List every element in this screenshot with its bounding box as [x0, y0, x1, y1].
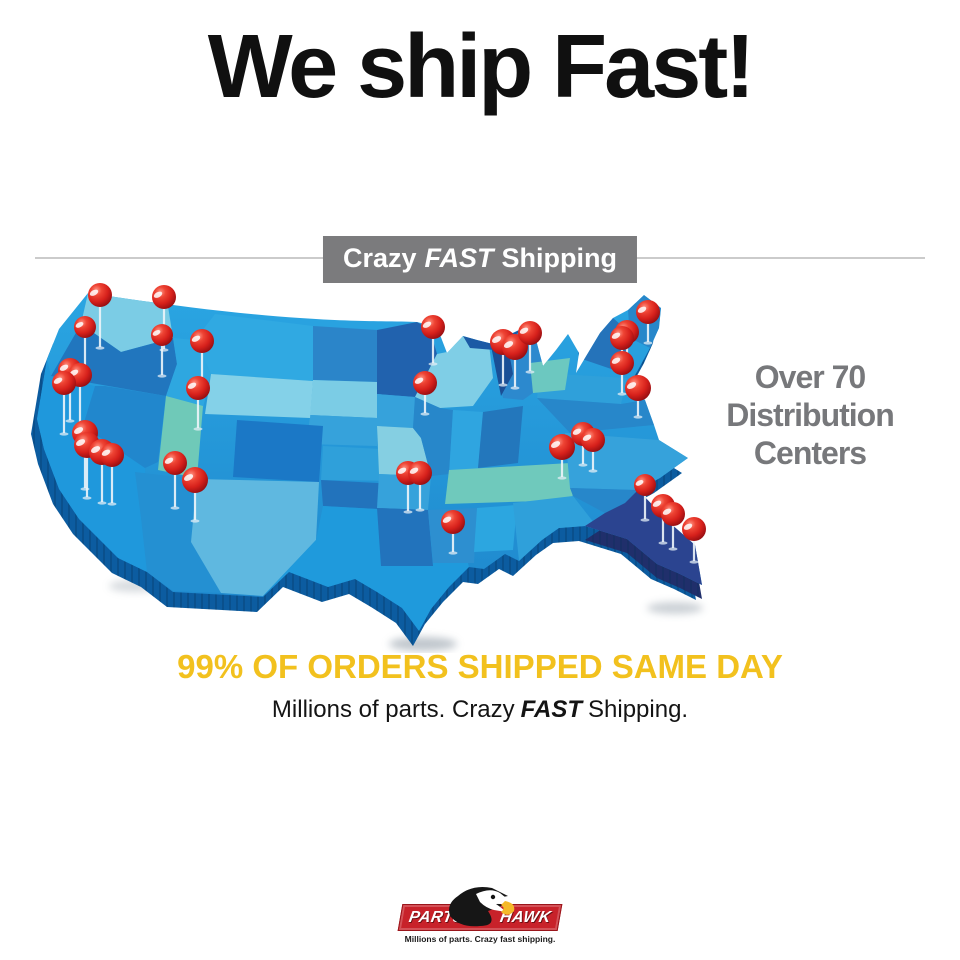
banner-word-shipping: Shipping — [501, 243, 618, 273]
callout-line-3: Centers — [753, 435, 867, 471]
same-day-headline: 99% OF ORDERS SHIPPED SAME DAY — [177, 648, 783, 685]
callout-line-2: Distribution — [726, 397, 895, 433]
shipping-banner: Crazy FAST Shipping — [322, 236, 638, 283]
callout-line-1: Over 70 — [754, 359, 866, 395]
subheadline-post: Shipping. — [588, 696, 689, 723]
subheadline-fast: FAST — [520, 696, 582, 723]
logo-tagline: Millions of parts. Crazy fast shipping. — [404, 934, 556, 944]
distribution-callout: Over 70 Distribution Centers — [680, 358, 940, 472]
subheadline-pre: Millions of parts. Crazy — [271, 696, 515, 723]
banner-word-fast: FAST — [424, 243, 494, 273]
florida-region — [585, 490, 702, 585]
usa-map-graphic — [31, 283, 706, 651]
state-patches — [37, 293, 688, 631]
hawk-head-icon — [449, 887, 515, 927]
location-pins — [52, 283, 706, 564]
page-title: We ship Fast! — [207, 17, 755, 117]
banner-word-crazy: Crazy — [342, 243, 417, 273]
subheadline: Millions of parts. Crazy FAST Shipping. — [0, 696, 960, 724]
map-surface — [37, 293, 702, 631]
partshawk-logo: PARTS HAWK Millions of parts. Crazy fast… — [380, 886, 580, 948]
